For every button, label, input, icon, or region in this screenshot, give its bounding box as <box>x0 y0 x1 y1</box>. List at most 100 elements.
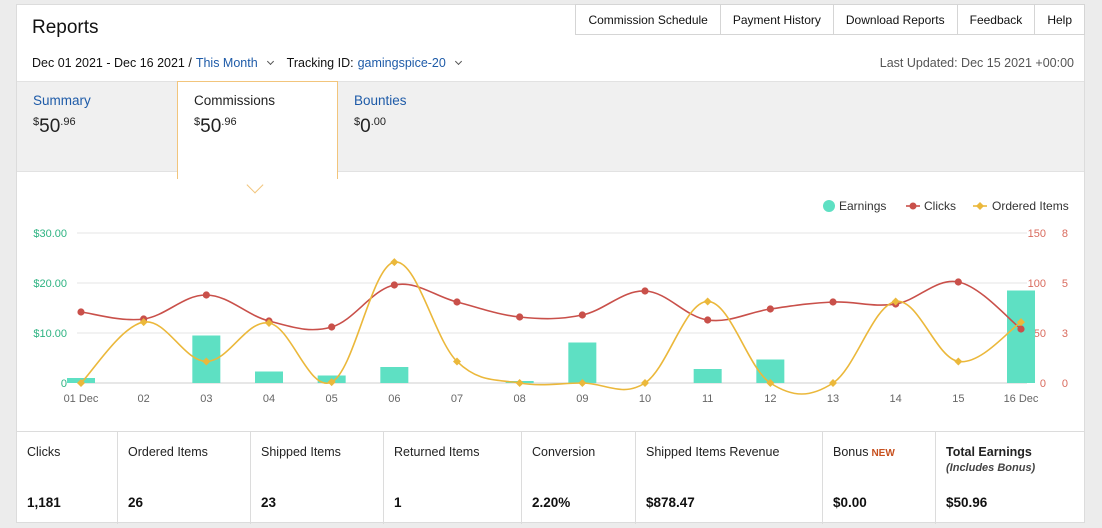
y-left-tick-label: $30.00 <box>33 228 67 240</box>
stat-shipped-revenue: Shipped Items Revenue $878.47 <box>636 432 823 524</box>
ordered-items-point <box>327 378 336 387</box>
stat-bonus: Bonus NEW $0.00 <box>823 432 936 524</box>
x-tick-label: 09 <box>576 393 588 405</box>
tracking-id-dropdown[interactable]: gamingspice-20 <box>357 56 446 70</box>
payment-history-button[interactable]: Payment History <box>719 4 834 35</box>
new-badge: NEW <box>871 448 895 459</box>
tab-amount: $50.96 <box>194 116 237 137</box>
stat-shipped-items: Shipped Items 23 <box>251 432 384 524</box>
ordered-items-point <box>954 357 963 366</box>
x-tick-label: 14 <box>890 393 902 405</box>
ordered-items-point <box>77 379 85 387</box>
x-tick-label: 13 <box>827 393 839 405</box>
clicks-point <box>453 298 461 306</box>
tab-label: Bounties <box>354 93 407 108</box>
tab-summary[interactable]: Summary $50.96 <box>17 82 177 172</box>
ordered-items-point <box>515 379 524 387</box>
ordered-items-point <box>453 357 461 366</box>
x-tick-label: 11 <box>702 393 713 405</box>
x-tick-label: 01 Dec <box>64 393 99 405</box>
stat-total-earnings: Total Earnings (Includes Bonus) $50.96 <box>946 445 1036 510</box>
y-right-items-tick-label: 5 <box>1062 278 1068 290</box>
tab-amount: $50.96 <box>33 116 76 137</box>
legend-clicks-dot <box>909 202 917 210</box>
last-updated: Last Updated: Dec 15 2021 +00:00 <box>879 56 1074 70</box>
x-tick-label: 02 <box>138 393 150 405</box>
ordered-items-line <box>80 261 1022 395</box>
clicks-point <box>77 308 85 316</box>
date-range: Dec 01 2021 - Dec 16 2021 / <box>32 56 192 70</box>
ordered-items-point <box>829 379 837 387</box>
clicks-point <box>954 278 962 286</box>
y-right-clicks-tick-label: 50 <box>1034 328 1046 340</box>
period-dropdown[interactable]: This Month <box>195 56 258 70</box>
legend-items-label: Ordered Items <box>992 199 1069 213</box>
clicks-point <box>578 311 586 319</box>
ordered-items-point <box>202 357 211 366</box>
y-right-items-tick-label: 0 <box>1062 378 1068 390</box>
tab-commissions[interactable]: Commissions $50.96 <box>177 81 338 179</box>
clicks-point <box>202 291 210 299</box>
x-tick-label: 03 <box>200 393 212 405</box>
stat-conversion: Conversion 2.20% <box>522 432 636 524</box>
ordered-items-point <box>265 319 273 327</box>
reports-card: Reports Commission Schedule Payment Hist… <box>16 4 1085 524</box>
tab-bounties[interactable]: Bounties $0.00 <box>338 82 498 172</box>
clicks-point <box>516 313 524 321</box>
y-right-clicks-tick-label: 150 <box>1028 228 1046 240</box>
tab-amount: $0.00 <box>354 116 386 137</box>
report-tabs: Summary $50.96 Commissions $50.96 Bounti… <box>17 81 1084 179</box>
y-right-items-tick-label: 3 <box>1062 328 1068 340</box>
ordered-items-point <box>578 379 587 387</box>
chart-legend: Earnings Clicks Ordered Items <box>823 199 1069 213</box>
y-right-clicks-tick-label: 0 <box>1040 378 1046 390</box>
x-tick-label: 06 <box>388 393 400 405</box>
ordered-items-point <box>703 297 712 306</box>
tab-label: Commissions <box>194 93 276 108</box>
stats-row: Clicks 1,181 Ordered Items 26 Shipped It… <box>17 431 1084 524</box>
earnings-bar <box>1007 290 1035 383</box>
x-tick-label: 16 Dec <box>1004 393 1039 405</box>
earnings-bar <box>255 371 283 383</box>
ordered-items-point <box>891 297 900 306</box>
ordered-items-point <box>1017 318 1025 327</box>
x-tick-label: 15 <box>952 393 964 405</box>
stat-ordered-items: Ordered Items 26 <box>118 432 251 524</box>
chevron-down-icon[interactable] <box>454 57 462 66</box>
y-left-tick-label: 0 <box>61 378 67 390</box>
clicks-point <box>1017 325 1025 333</box>
clicks-line <box>80 280 1022 331</box>
earnings-bar <box>693 369 722 383</box>
legend-items-dot <box>976 202 984 210</box>
x-tick-label: 10 <box>639 393 651 405</box>
ordered-items-point <box>766 379 775 387</box>
stat-clicks: Clicks 1,181 <box>17 432 118 524</box>
download-reports-button[interactable]: Download Reports <box>832 4 958 35</box>
ordered-items-point <box>139 318 148 327</box>
earnings-bar <box>568 342 597 383</box>
y-left-tick-label: $10.00 <box>33 328 67 340</box>
y-right-clicks-tick-label: 100 <box>1028 278 1046 290</box>
y-right-items-tick-label: 8 <box>1062 228 1068 240</box>
stat-returned-items: Returned Items 1 <box>384 432 522 524</box>
chevron-down-icon[interactable] <box>266 57 274 66</box>
ordered-items-point <box>641 379 649 387</box>
y-left-tick-label: $20.00 <box>33 278 67 290</box>
feedback-button[interactable]: Feedback <box>956 4 1036 35</box>
commission-schedule-button[interactable]: Commission Schedule <box>575 4 721 35</box>
earnings-bar <box>380 367 409 383</box>
tracking-label: Tracking ID: <box>286 56 354 70</box>
x-tick-label: 08 <box>514 393 526 405</box>
x-tick-label: 04 <box>263 393 275 405</box>
x-tick-label: 07 <box>451 393 463 405</box>
clicks-point <box>829 298 837 306</box>
filter-bar: Dec 01 2021 - Dec 16 2021 / This Month T… <box>32 56 469 70</box>
legend-earnings-label: Earnings <box>839 199 886 213</box>
clicks-point <box>704 316 712 324</box>
legend-clicks-label: Clicks <box>924 199 956 213</box>
top-nav: Commission Schedule Payment History Down… <box>575 4 1085 35</box>
clicks-point <box>390 281 398 289</box>
help-button[interactable]: Help <box>1034 4 1085 35</box>
clicks-point <box>328 323 336 331</box>
legend-earnings-swatch <box>823 200 835 212</box>
